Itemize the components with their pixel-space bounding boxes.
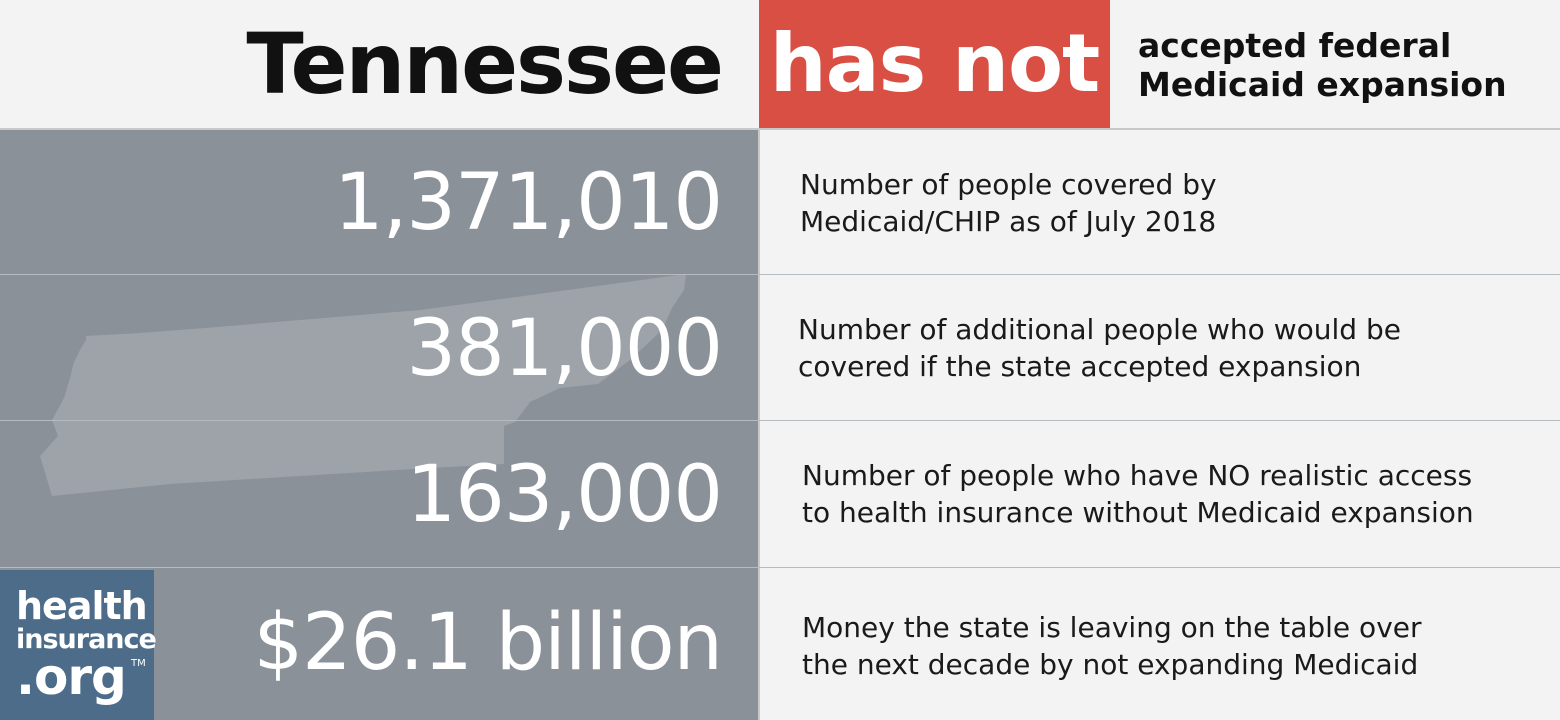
stat-value-covered: 1,371,010 — [334, 158, 723, 248]
state-name: Tennessee — [246, 15, 724, 113]
healthinsurance-org-logo: health insurance .org TM — [0, 570, 157, 720]
logo-trademark: TM — [131, 658, 146, 669]
stat-description-money: Money the state is leaving on the table … — [802, 609, 1522, 683]
expansion-status-text: has not — [769, 17, 1101, 110]
stat-description-line: covered if the state accepted expansion — [798, 350, 1362, 383]
row-divider — [0, 274, 1560, 275]
expansion-status-badge: has not — [759, 0, 1110, 128]
stat-description-line: Money the state is leaving on the table … — [802, 611, 1422, 644]
stat-value-money: $26.1 billion — [253, 598, 723, 688]
header-bar: Tennessee has not accepted federal Medic… — [0, 0, 1560, 130]
stat-description-covered: Number of people covered by Medicaid/CHI… — [800, 166, 1520, 240]
stats-description-panel: Number of people covered by Medicaid/CHI… — [758, 130, 1560, 720]
stat-description-line: Medicaid/CHIP as of July 2018 — [800, 205, 1217, 238]
stat-description-additional: Number of additional people who would be… — [798, 311, 1518, 385]
stat-value-additional: 381,000 — [406, 304, 723, 394]
stat-description-line: Number of additional people who would be — [798, 313, 1401, 346]
stat-description-line: Number of people covered by — [800, 168, 1217, 201]
logo-text: .org — [16, 648, 127, 706]
stat-description-line: Number of people who have NO realistic a… — [802, 459, 1473, 492]
tennessee-map-icon — [40, 274, 686, 496]
logo-text: health — [16, 584, 148, 628]
stat-description-line: the next decade by not expanding Medicai… — [802, 648, 1419, 681]
stat-value-no-access: 163,000 — [406, 450, 723, 540]
stat-description-no-access: Number of people who have NO realistic a… — [802, 457, 1522, 531]
header-description-line: Medicaid expansion — [1138, 65, 1507, 104]
stat-description-line: to health insurance without Medicaid exp… — [802, 496, 1474, 529]
header-description: accepted federal Medicaid expansion — [1138, 26, 1548, 104]
logo-text: insurance — [16, 624, 157, 655]
row-divider — [0, 420, 1560, 421]
row-divider — [0, 567, 1560, 568]
header-description-line: accepted federal — [1138, 26, 1452, 65]
